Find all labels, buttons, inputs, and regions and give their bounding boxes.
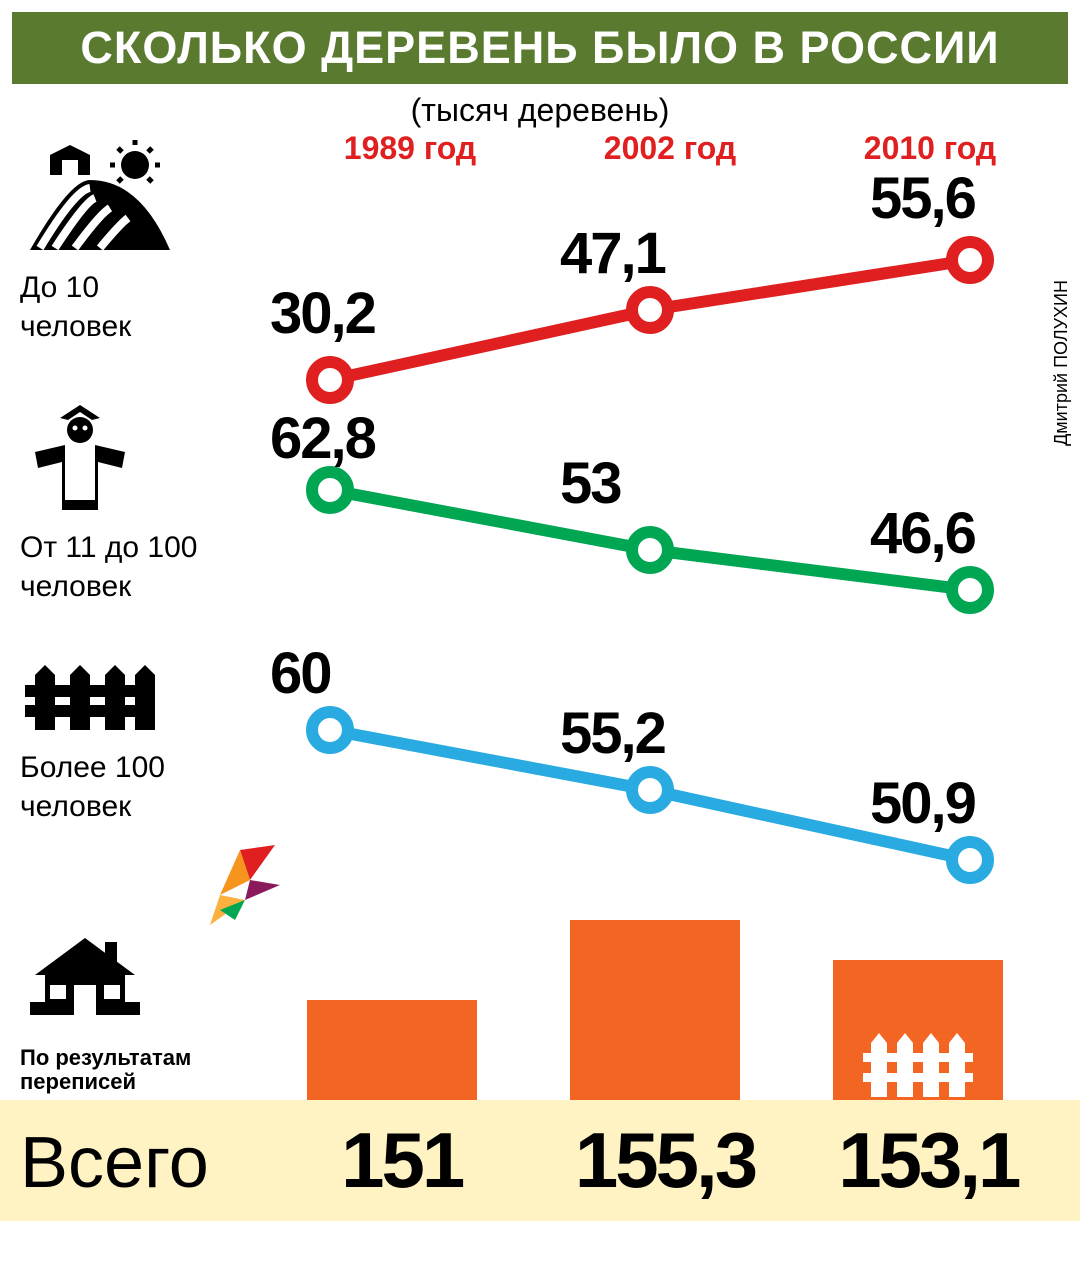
value-11_to_100-0: 62,8 [270,405,375,472]
value-under_10-1: 47,1 [560,220,665,287]
bar-2002 [570,920,740,1110]
value-over_100-0: 60 [270,640,331,707]
house-icon [30,930,140,1020]
house-icon-wrap [30,930,140,1025]
total-row: Всего 151 155,3 153,1 [0,1100,1080,1221]
value-over_100-2: 50,9 [870,770,975,837]
cat1-label-l2: человек [20,310,220,343]
cat1-label-l1: До 10 [20,271,220,304]
value-11_to_100-2: 46,6 [870,500,975,567]
bars-row [260,920,1050,1110]
bar-2010 [833,960,1003,1110]
bar-1989 [307,1000,477,1110]
farm-icon [20,140,180,260]
value-over_100-1: 55,2 [560,700,665,767]
category-under-10: До 10 человек [20,140,220,343]
title-bar: СКОЛЬКО ДЕРЕВЕНЬ БЫЛО В РОССИИ [12,12,1068,84]
cat2-label-l2: человек [20,570,220,603]
total-1989: 151 [270,1115,533,1206]
chart-area: До 10 человек От 11 до 100 человек [0,120,1080,1020]
scarecrow-icon [20,400,140,520]
value-under_10-2: 55,6 [870,165,975,232]
value-11_to_100-1: 53 [560,450,621,517]
total-2002: 155,3 [533,1115,796,1206]
total-label: Всего [20,1122,270,1204]
category-11-to-100: От 11 до 100 человек [20,400,220,603]
white-fence-icon [863,1025,973,1105]
cat2-label-l1: От 11 до 100 [20,531,220,564]
cat3-label-l1: Более 100 [20,751,220,784]
value-under_10-0: 30,2 [270,280,375,347]
total-2010: 153,1 [797,1115,1060,1206]
fence-icon [20,660,160,740]
category-over-100: Более 100 человек [20,660,220,823]
infographic-container: СКОЛЬКО ДЕРЕВЕНЬ БЫЛО В РОССИИ (тысяч де… [0,0,1080,1267]
title-text: СКОЛЬКО ДЕРЕВЕНЬ БЫЛО В РОССИИ [80,22,999,73]
cat3-label-l2: человек [20,790,220,823]
